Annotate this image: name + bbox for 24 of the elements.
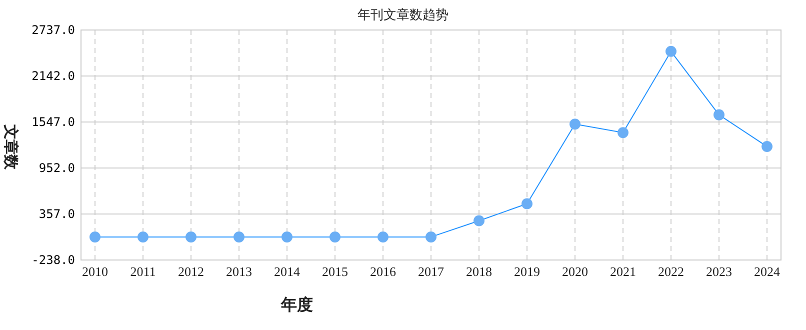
x-tick-label: 2012 <box>178 264 204 279</box>
y-tick-label: 357.0 <box>38 207 75 221</box>
chart-title: 年刊文章数趋势 <box>358 7 448 22</box>
y-tick-label: 2737.0 <box>32 23 75 37</box>
x-tick-label: 2023 <box>706 264 732 279</box>
x-axis-title: 年度 <box>280 295 313 314</box>
y-tick-label: 2142.0 <box>32 69 75 83</box>
x-tick-label: 2019 <box>514 264 540 279</box>
x-tick-label: 2015 <box>322 264 348 279</box>
x-tick-label: 2013 <box>226 264 252 279</box>
x-tick-label: 2020 <box>562 264 588 279</box>
x-tick-label: 2010 <box>82 264 108 279</box>
x-tick-label: 2022 <box>658 264 684 279</box>
x-tick-label: 2016 <box>370 264 396 279</box>
x-tick-label: 2011 <box>130 264 156 279</box>
x-tick-label: 2017 <box>418 264 444 279</box>
x-tick-label: 2021 <box>610 264 636 279</box>
x-tick-label: 2018 <box>466 264 492 279</box>
x-tick-label: 2024 <box>754 264 780 279</box>
y-tick-label: 952.0 <box>38 161 75 175</box>
y-axis-title: 文章数 <box>2 124 20 170</box>
x-tick-label: 2014 <box>274 264 300 279</box>
y-tick-label: 1547.0 <box>32 115 75 129</box>
y-tick-label: -238.0 <box>32 253 75 267</box>
